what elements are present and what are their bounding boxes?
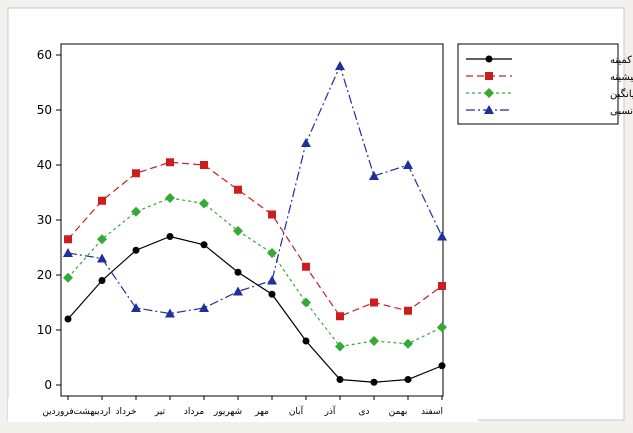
data-point [233, 286, 243, 296]
data-point [438, 362, 446, 370]
series-3 [63, 193, 447, 352]
series-layer [63, 61, 447, 386]
data-point [437, 322, 447, 333]
legend-label: متوسط بیشینه [610, 72, 633, 83]
data-point [64, 315, 72, 323]
data-point [199, 303, 209, 312]
series-line [67, 235, 443, 383]
data-point [166, 233, 174, 240]
data-point [370, 378, 378, 386]
legend-swatch-marker [485, 72, 493, 80]
data-point [165, 308, 175, 318]
x-tick-label: دی [358, 407, 369, 417]
x-tick-label: مهر [254, 407, 269, 417]
data-point [132, 246, 140, 254]
series-line [67, 161, 443, 317]
data-point [437, 231, 447, 241]
data-point [370, 298, 378, 307]
data-point [200, 241, 208, 249]
x-tick-label: خرداد [115, 407, 136, 417]
series-4 [63, 61, 447, 318]
x-tick-label: بهمن [389, 407, 408, 417]
data-point [199, 198, 209, 209]
data-point [268, 210, 276, 219]
y-tick-label: 0 [44, 378, 52, 392]
y-tick-label: 20 [37, 268, 52, 282]
data-point [301, 297, 311, 308]
data-point [98, 277, 106, 284]
data-point [404, 306, 412, 315]
y-tick-label: 10 [37, 323, 52, 337]
data-point [403, 338, 413, 349]
x-tick-label: فروردین [42, 407, 73, 417]
data-point [403, 160, 413, 169]
data-point [97, 234, 107, 245]
data-point [131, 206, 141, 217]
y-axis: 0 10 20 30 40 50 60 [37, 48, 61, 392]
x-tick-label: آذر [324, 405, 336, 417]
x-tick-label: آبان [289, 405, 304, 417]
data-point [165, 193, 175, 203]
data-point [369, 171, 379, 180]
x-tick-label: اسفند [421, 407, 443, 417]
series-2 [64, 158, 446, 321]
data-point [200, 161, 208, 169]
legend-swatch-marker [484, 105, 494, 114]
data-point [166, 158, 174, 167]
x-tick-label: مرداد [184, 407, 204, 417]
legend-item-2: متوسط بیشینه [466, 72, 633, 83]
data-point [268, 290, 276, 298]
legend-label: میانگین رطوبت نسبی [610, 105, 633, 117]
legend-item-4: میانگین رطوبت نسبی [466, 105, 633, 117]
data-point [63, 272, 73, 283]
x-tick-label: شهریور [213, 407, 242, 417]
data-point [302, 262, 310, 271]
x-tick-label: اردیبهشت [73, 407, 110, 417]
data-point [267, 275, 277, 285]
data-point [301, 138, 311, 147]
legend-swatch-marker [485, 55, 493, 63]
data-point [302, 337, 310, 345]
data-point [63, 248, 73, 257]
series-line [67, 197, 443, 348]
data-point [131, 303, 141, 312]
x-label-band [8, 398, 478, 422]
y-tick-label: 40 [37, 158, 52, 172]
y-tick-label: 50 [37, 103, 52, 117]
legend-item-1: متوسط کمینه [466, 55, 633, 66]
data-point [404, 376, 412, 383]
series-1 [64, 233, 446, 386]
legend-box [457, 43, 619, 125]
legend-label: میانگین [610, 88, 633, 100]
data-point [98, 196, 106, 205]
data-point [234, 185, 242, 194]
legend-swatch-marker [484, 88, 494, 98]
data-point [267, 248, 277, 258]
legend-label: متوسط کمینه [610, 55, 633, 66]
series-line [67, 64, 443, 315]
plot-area-border [60, 43, 444, 397]
data-point [233, 226, 243, 236]
y-tick-label: 60 [37, 48, 52, 62]
data-point [336, 312, 344, 321]
data-point [335, 341, 345, 352]
data-point [234, 268, 242, 276]
x-tick-label: تیر [154, 407, 166, 417]
legend-item-3: میانگین [466, 88, 633, 100]
data-point [97, 253, 107, 263]
legend: متوسط کمینه متوسط بیشینه میانگین میانگین رط… [457, 43, 633, 125]
data-point [64, 235, 72, 244]
data-point [335, 61, 345, 70]
data-point [369, 336, 379, 346]
x-axis: فروردین اردیبهشت خرداد تیر مرداد شهریور مهر آبا… [8, 396, 478, 422]
data-point [336, 376, 344, 383]
y-tick-label: 30 [37, 213, 52, 227]
data-point [132, 169, 140, 178]
data-point [438, 282, 446, 290]
